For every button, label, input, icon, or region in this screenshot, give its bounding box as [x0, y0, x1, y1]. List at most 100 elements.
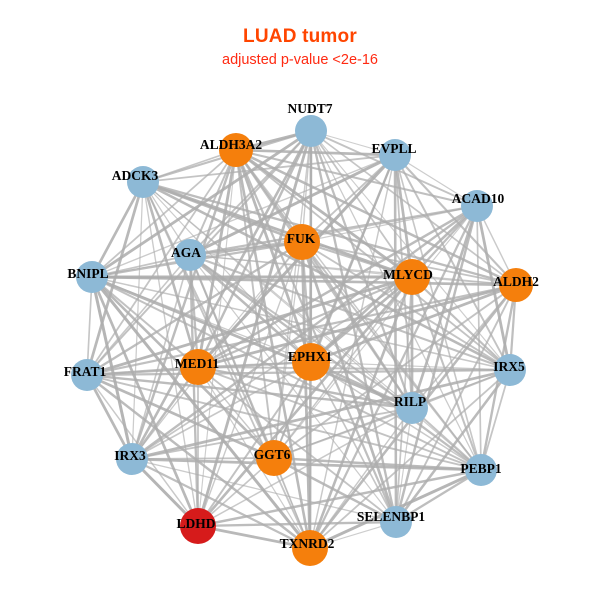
edge-line: [196, 520, 398, 528]
graph-node-bnipl[interactable]: [76, 261, 108, 293]
graph-node-mlycd[interactable]: [394, 259, 430, 295]
edge-line: [86, 149, 237, 376]
graph-node-med11[interactable]: [180, 349, 216, 385]
edge-line: [130, 457, 483, 472]
graph-node-ephx1[interactable]: [292, 343, 330, 381]
edge-line: [234, 148, 518, 287]
edge-line: [309, 154, 396, 549]
graph-node-fuk[interactable]: [284, 224, 320, 260]
graph-node-aga[interactable]: [174, 239, 206, 271]
edge-line: [309, 361, 312, 549]
graph-node-nudt7[interactable]: [295, 115, 327, 147]
edge-line: [394, 154, 482, 471]
graph-node-irx3[interactable]: [116, 443, 148, 475]
edge-line: [85, 373, 276, 460]
edge-line: [197, 361, 312, 527]
edge-line: [234, 148, 397, 157]
edge-line: [197, 366, 275, 459]
edge-line: [85, 283, 518, 377]
edge-line: [309, 407, 413, 549]
edge-line: [86, 276, 93, 376]
edge-line: [197, 366, 397, 523]
edge-line: [130, 365, 200, 461]
edge-line: [273, 407, 413, 459]
edge-line: [197, 366, 511, 371]
node-label-txnrd2: TXNRD2: [280, 536, 335, 551]
node-label-adck3: ADCK3: [112, 168, 159, 183]
edge-line: [394, 154, 478, 207]
edge-line: [300, 240, 312, 550]
edge-line: [90, 275, 414, 410]
edge-line: [301, 241, 482, 471]
node-label-irx3: IRX3: [114, 448, 146, 463]
edge-line: [234, 148, 313, 364]
edge-line: [393, 153, 398, 524]
node-label-ggt6: GGT6: [254, 447, 291, 462]
node-label-med11: MED11: [175, 356, 220, 371]
edge-line: [90, 275, 518, 287]
edge-line: [234, 148, 479, 208]
graph-node-adck3[interactable]: [127, 166, 159, 198]
edge-line: [309, 283, 518, 364]
edge-line: [480, 369, 511, 471]
node-label-selenbp1: SELENBP1: [357, 509, 426, 524]
node-label-frat1: FRAT1: [64, 364, 107, 379]
edge-line: [188, 253, 512, 372]
edge-line: [131, 458, 397, 523]
edge-line: [272, 456, 398, 524]
graph-node-aldh2[interactable]: [499, 268, 533, 302]
edge-line: [393, 153, 518, 287]
edge-line: [130, 148, 238, 461]
graph-node-ggt6[interactable]: [256, 440, 292, 476]
edge-line: [310, 130, 517, 286]
graph-node-frat1[interactable]: [71, 359, 103, 391]
edge-line: [141, 180, 200, 369]
edge-line: [86, 254, 191, 376]
node-label-ldhd: LDHD: [176, 516, 215, 531]
edge-line: [196, 283, 518, 369]
node-label-irx5: IRX5: [493, 359, 525, 374]
edge-line: [131, 254, 191, 460]
edge-line: [273, 130, 312, 459]
edge-line: [130, 457, 312, 550]
graph-node-evpll[interactable]: [379, 139, 411, 171]
edge-line: [90, 275, 200, 369]
labels-layer: NUDT7 ALDH3A2 EVPLL ADCK3 ACAD10 FUK AGA BNIPL M…: [64, 101, 539, 551]
graph-node-irx5[interactable]: [494, 354, 526, 386]
edge-line: [90, 275, 312, 550]
edge-line: [142, 154, 396, 183]
edge-line: [476, 205, 482, 471]
edge-line: [197, 366, 482, 471]
edge-line: [188, 153, 397, 257]
graph-node-ldhd[interactable]: [180, 508, 216, 544]
edge-line: [196, 275, 414, 369]
edge-line: [131, 407, 413, 460]
edge-line: [85, 373, 414, 410]
edge-line: [394, 204, 479, 524]
graph-node-acad10[interactable]: [461, 190, 493, 222]
edge-line: [308, 275, 414, 550]
edge-line: [197, 241, 303, 368]
graph-node-txnrd2[interactable]: [292, 530, 328, 566]
edge-line: [90, 180, 145, 279]
edge-line: [310, 361, 511, 371]
edge-line: [189, 254, 517, 286]
edge-line: [131, 361, 312, 460]
node-label-aldh2: ALDH2: [493, 274, 539, 289]
node-label-bnipl: BNIPL: [67, 266, 108, 281]
edge-line: [234, 148, 414, 279]
graph-node-rilp[interactable]: [396, 392, 428, 424]
node-label-acad10: ACAD10: [452, 191, 505, 206]
graph-node-aldh3a2[interactable]: [219, 133, 253, 167]
nodes-layer: [71, 115, 533, 566]
edge-line: [310, 361, 397, 523]
node-label-pebp1: PEBP1: [460, 461, 502, 476]
edge-line: [301, 241, 511, 371]
node-label-mlycd: MLYCD: [383, 267, 433, 282]
graph-node-selenbp1[interactable]: [380, 506, 412, 538]
edge-line: [197, 407, 413, 527]
edge-line: [196, 468, 483, 528]
graph-node-pebp1[interactable]: [465, 454, 497, 486]
